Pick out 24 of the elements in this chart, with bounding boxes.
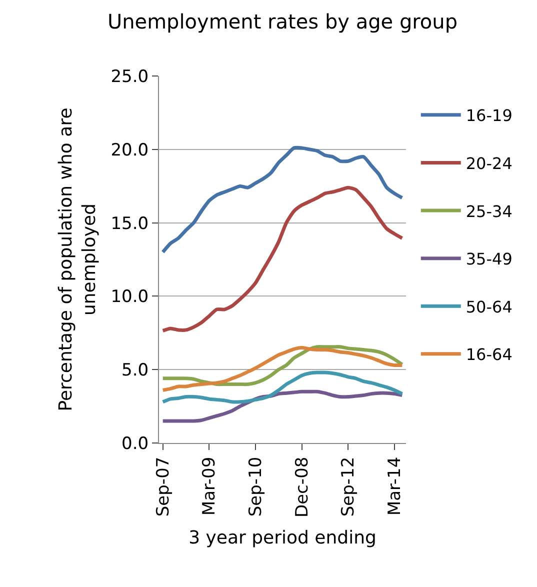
line-series [161,146,404,254]
legend-label: 25-34 [466,202,512,221]
y-tick-label: 25.0 [110,66,149,87]
chart-title: Unemployment rates by age group [107,10,458,34]
legend-label: 50-64 [466,297,512,316]
x-tick-label: Mar-09 [200,456,220,516]
line-series [161,186,404,332]
y-tick-label: 15.0 [110,214,149,234]
line-series [161,370,404,404]
legend-label: 20-24 [466,154,512,173]
y-tick-label: 5.0 [122,360,149,381]
x-tick-label: Sep-10 [246,456,266,517]
y-tick-label: 10.0 [110,287,149,308]
x-tick-label: Dec-08 [292,456,312,518]
legend-label: 16-64 [466,345,512,364]
y-axis-title: Percentage of population who are unemployed [56,108,100,412]
x-axis-title: 3 year period ending [188,528,376,549]
y-tick-label: 0.0 [122,434,149,454]
x-tick-label: Mar-14 [384,456,405,516]
legend-label: 16-19 [466,106,512,126]
legend-label: 35-49 [466,250,512,269]
x-tick-label: Sep-12 [338,456,359,517]
x-tick-label: Sep-07 [153,456,174,517]
y-tick-label: 20.0 [110,140,149,160]
